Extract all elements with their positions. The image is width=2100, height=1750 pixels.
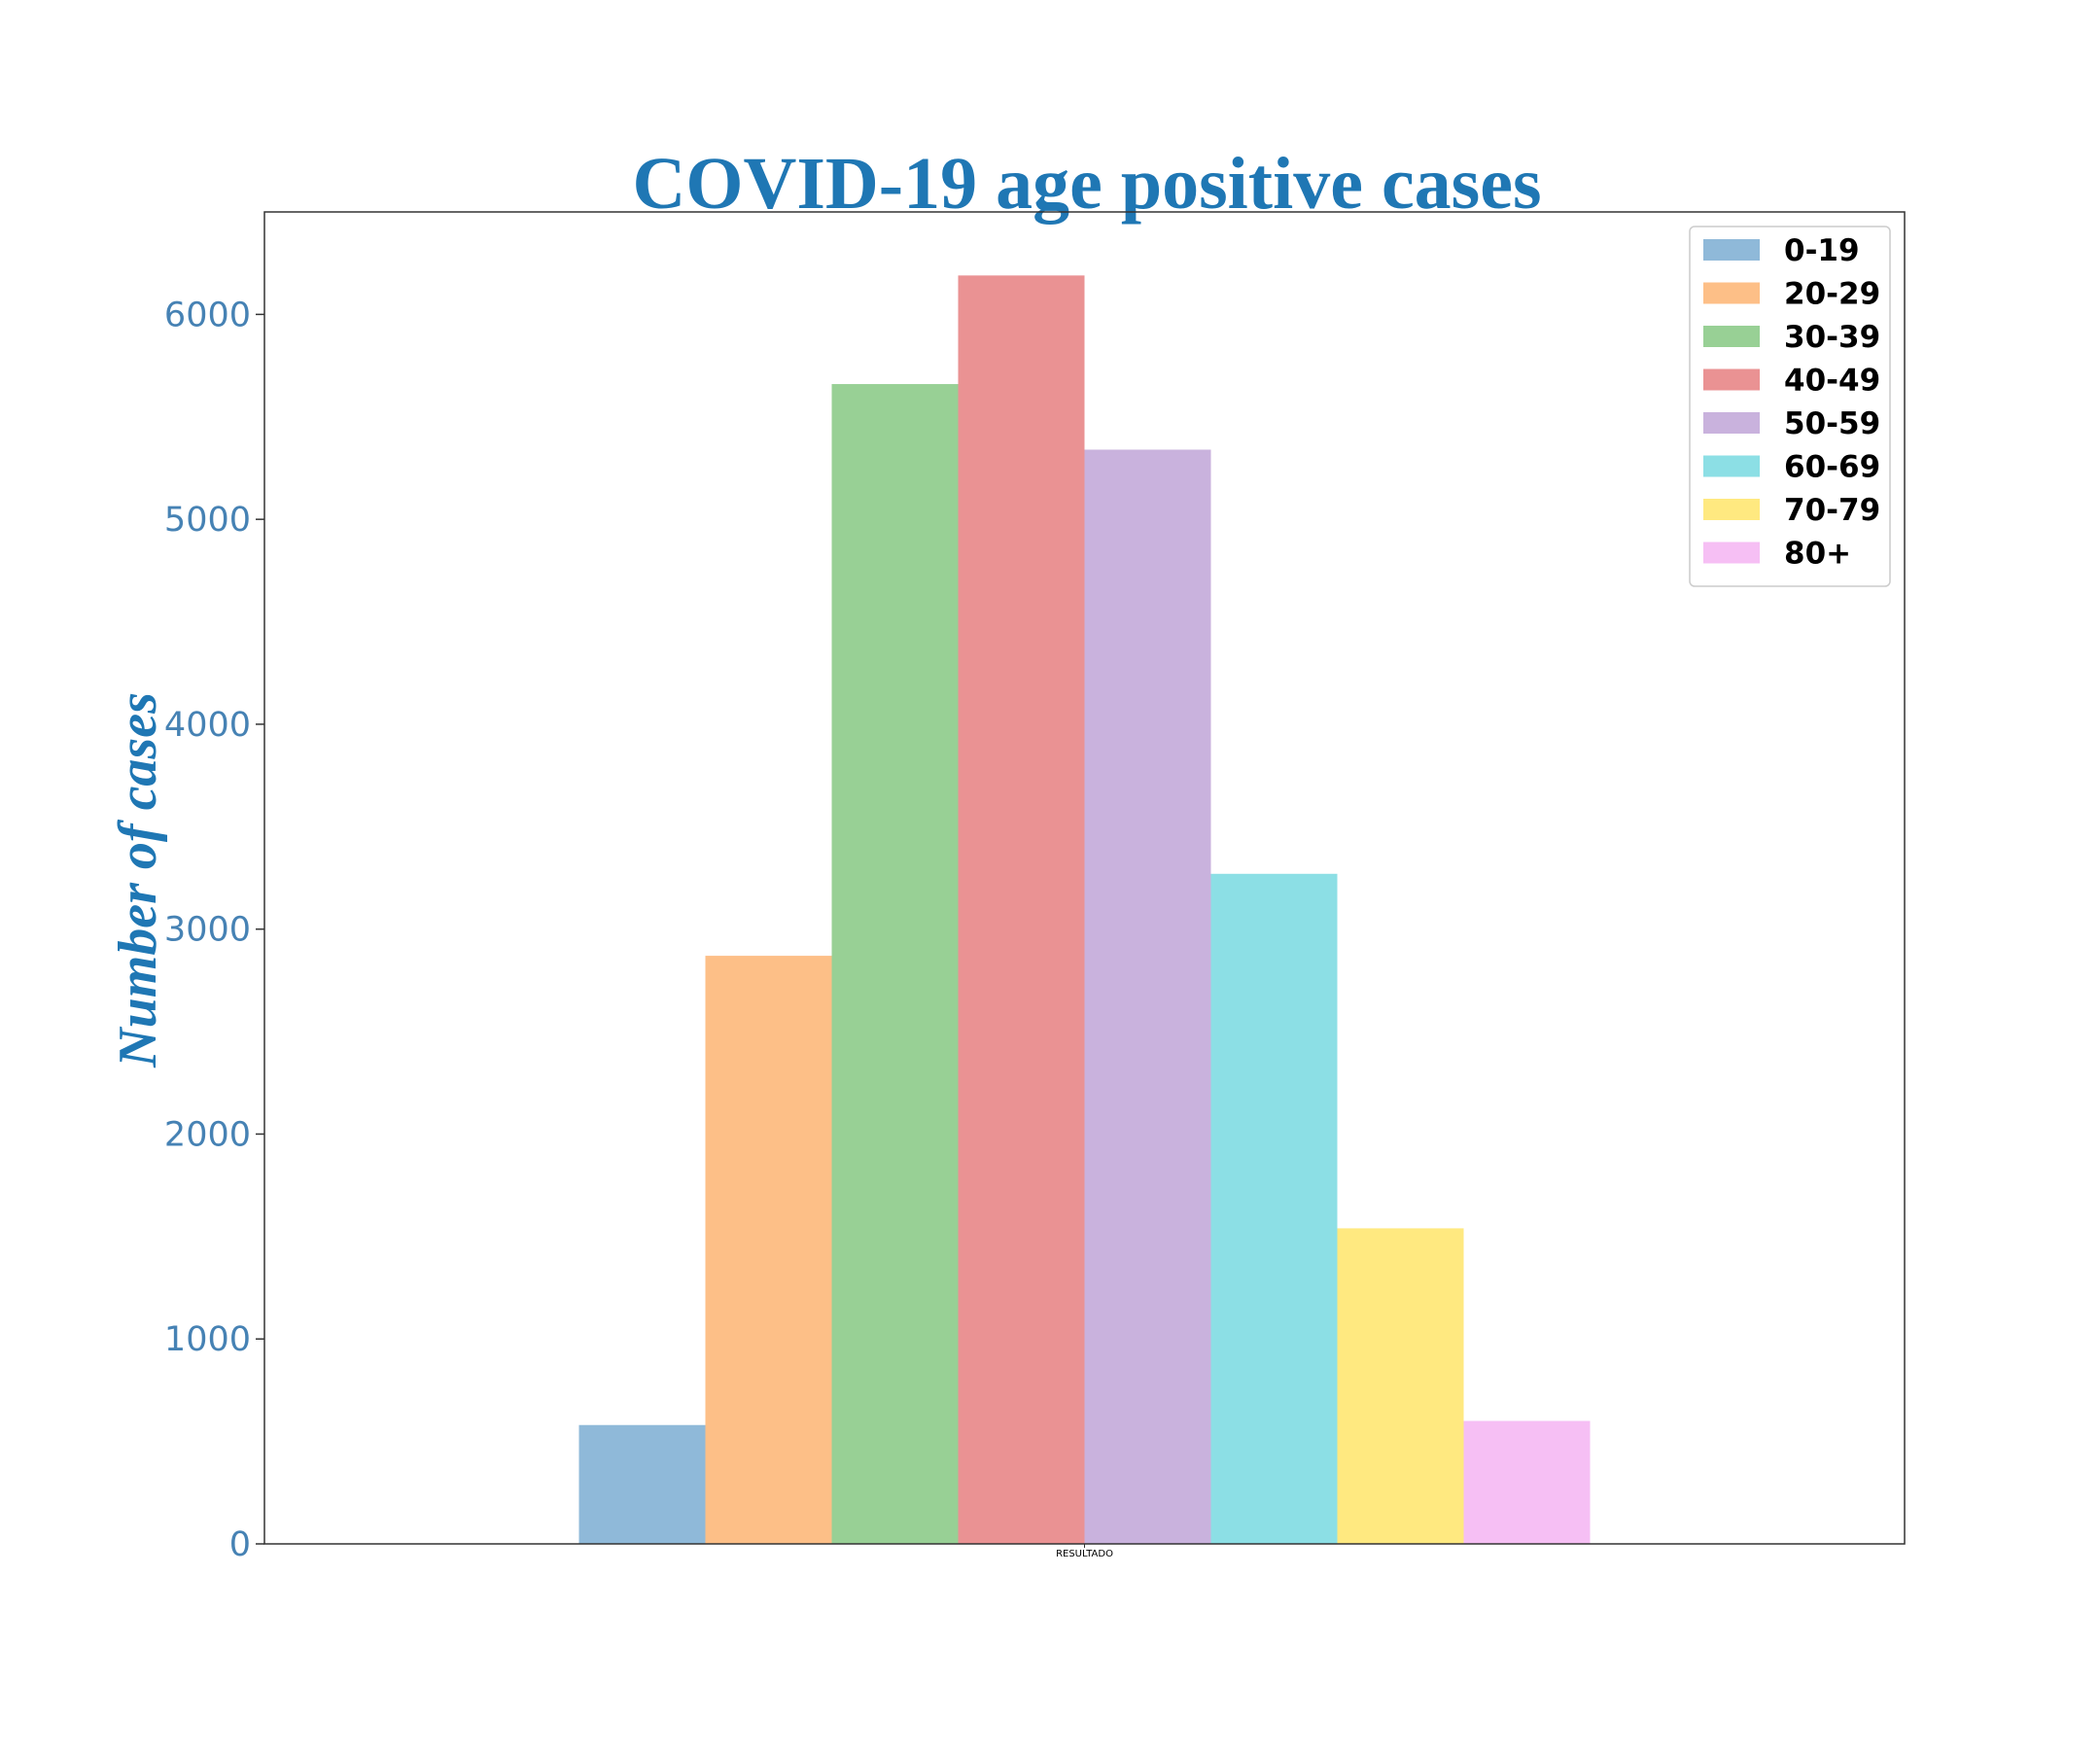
legend-label: 80+ [1784, 537, 1851, 572]
y-axis: 0 1000 2000 3000 4000 5000 6000 [164, 296, 264, 1564]
legend-swatch [1703, 282, 1760, 304]
y-tick-label: 4000 [164, 706, 251, 745]
legend-swatch [1703, 499, 1760, 520]
y-tick-label: 6000 [164, 296, 251, 334]
x-tick-label: RESULTADO [1056, 1549, 1113, 1559]
legend-label: 30-39 [1784, 320, 1880, 355]
bar-0-19 [578, 1424, 706, 1544]
legend-swatch [1703, 326, 1760, 347]
y-tick-label: 1000 [164, 1320, 251, 1359]
bar-20-29 [705, 956, 832, 1544]
bar-60-69 [1210, 873, 1338, 1544]
y-tick-label: 5000 [164, 501, 251, 540]
y-tick-label: 2000 [164, 1115, 251, 1154]
bar-30-39 [831, 384, 959, 1544]
chart-title: COVID-19 age positive cases [632, 143, 1541, 225]
legend-swatch [1703, 239, 1760, 261]
legend-label: 60-69 [1784, 450, 1880, 485]
bar-50-59 [1084, 449, 1211, 1544]
legend-label: 0-19 [1784, 233, 1860, 268]
y-tick-label: 3000 [164, 911, 251, 950]
x-axis: RESULTADO [1056, 1544, 1113, 1559]
legend-label: 20-29 [1784, 277, 1880, 312]
y-tick-label: 0 [229, 1525, 251, 1564]
plot-frame [263, 211, 1906, 1545]
bar-70-79 [1337, 1228, 1464, 1544]
legend-swatch [1703, 542, 1760, 564]
legend-swatch [1703, 412, 1760, 434]
y-axis-label: Number of cases [108, 692, 168, 1068]
legend-swatch [1703, 368, 1760, 391]
bar-80plus [1463, 1420, 1591, 1544]
legend-label: 50-59 [1784, 406, 1880, 441]
legend-swatch [1703, 455, 1760, 477]
legend-label: 40-49 [1784, 364, 1880, 399]
legend-label: 70-79 [1784, 493, 1880, 528]
bars-group [578, 275, 1591, 1544]
legend-box [1689, 226, 1891, 587]
bar-40-49 [958, 275, 1085, 1544]
legend: 0-19 20-29 30-39 40-49 50-59 60-69 70-79 80+ [1689, 226, 1891, 587]
